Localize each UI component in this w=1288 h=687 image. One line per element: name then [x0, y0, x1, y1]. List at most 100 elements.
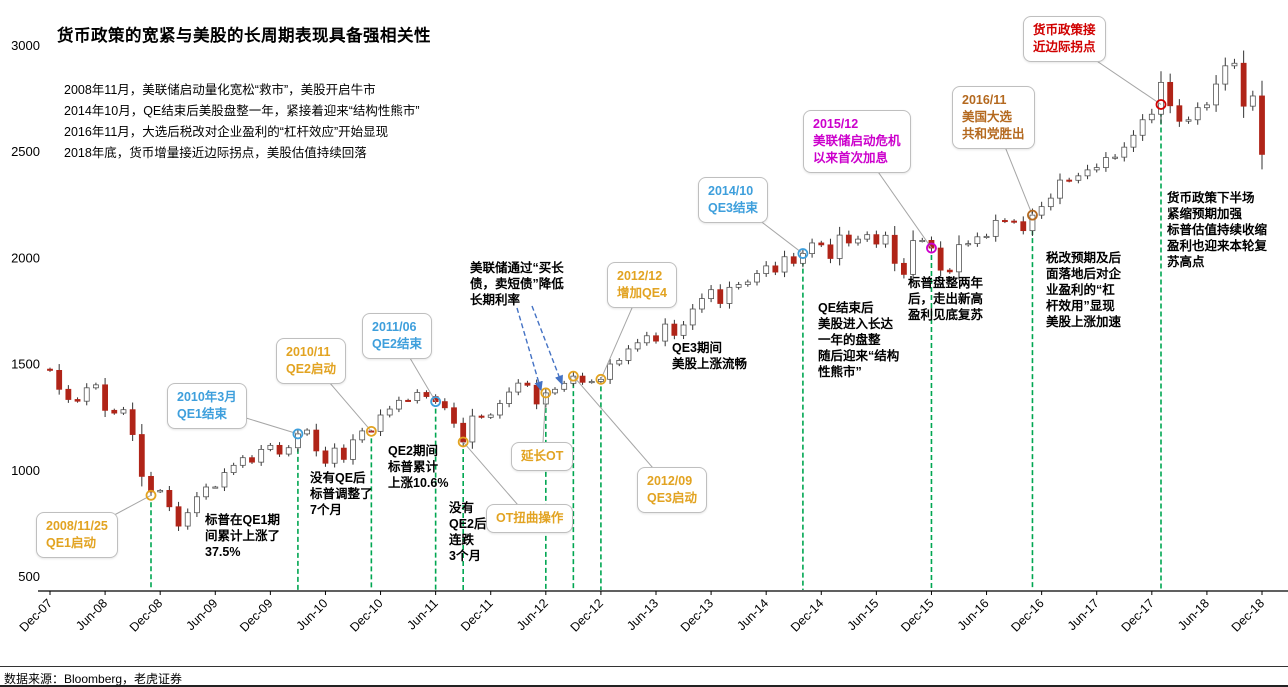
- event-callout-qe3-start: 2012/09 QE3启动: [637, 467, 708, 513]
- event-callout-qe4: 2012/12 增加QE4: [607, 262, 678, 308]
- candle: [276, 444, 283, 455]
- candle: [827, 244, 834, 259]
- note-post-qe1-adjust: 没有QE后 标普调整了 7个月: [310, 471, 373, 517]
- candle: [396, 399, 402, 410]
- event-callout-qe3-end: 2014/10 QE3结束: [698, 177, 769, 223]
- candle: [616, 360, 623, 365]
- candle: [662, 323, 669, 342]
- candle: [1148, 113, 1155, 121]
- candle: [65, 388, 72, 400]
- event-marker-qe3-end: [797, 248, 809, 259]
- candle: [322, 450, 329, 464]
- candle: [239, 457, 246, 466]
- event-marker-qe3-start: [567, 370, 579, 382]
- candle: [1002, 220, 1008, 223]
- candle: [1057, 179, 1063, 199]
- candle: [524, 382, 531, 386]
- candle: [377, 414, 384, 432]
- candle: [405, 399, 411, 402]
- candle: [487, 414, 494, 418]
- candle: [552, 388, 558, 394]
- event-marker-inflection: [1155, 99, 1167, 110]
- candle: [83, 387, 90, 402]
- candle: [1139, 119, 1146, 136]
- candle: [1185, 119, 1192, 122]
- candle: [386, 408, 393, 416]
- subtitle-line: 2008年11月，美联储启动量化宽松“救市”，美股开启牛市: [64, 83, 376, 97]
- note-tightening: 货币政策下半场 紧缩预期加强 标普估值持续收缩 盈利也迎来本轮复 苏高点: [1167, 191, 1268, 269]
- ot-arrows: [516, 305, 563, 392]
- candle: [708, 289, 714, 300]
- candle: [983, 235, 990, 238]
- candle: [855, 238, 861, 244]
- candle: [1130, 134, 1137, 148]
- candle: [946, 269, 953, 273]
- candle: [763, 265, 770, 274]
- event-marker-election: [1027, 209, 1038, 221]
- event-markers: [145, 99, 1167, 501]
- candle: [129, 409, 136, 435]
- candle: [772, 265, 779, 273]
- note-post-qe2-drop: 没有 QE2后 连跌 3个月: [449, 501, 487, 563]
- candle: [726, 286, 733, 304]
- candle: [267, 444, 274, 450]
- note-qe2-gain: QE2期间 标普累计 上涨10.6%: [388, 444, 449, 490]
- subtitle-line: 2018年底，货币增量接近边际拐点，美股估值持续回落: [64, 146, 367, 160]
- candle: [74, 399, 81, 402]
- candle: [901, 262, 907, 275]
- event-callout-qe2-start: 2010/11 QE2启动: [276, 338, 347, 384]
- event-marker-qe2-end: [430, 396, 442, 408]
- y-axis-label: 2000: [11, 250, 40, 265]
- candle: [1213, 83, 1219, 106]
- candle: [680, 324, 687, 336]
- candle: [47, 368, 53, 371]
- candle: [304, 429, 310, 435]
- candle: [579, 375, 586, 383]
- candle: [93, 384, 99, 389]
- candle: [937, 247, 944, 271]
- candle: [1176, 105, 1183, 122]
- candle: [157, 490, 164, 493]
- candle: [891, 234, 898, 264]
- candle: [717, 289, 724, 304]
- subtitle-line: 2014年10月，QE结束后美股盘整一年，紧接着迎来“结构性熊市”: [64, 104, 420, 118]
- candle: [102, 384, 108, 411]
- y-axis-label: 500: [18, 569, 40, 584]
- candle: [478, 415, 485, 418]
- candle: [653, 335, 659, 342]
- candle: [1066, 179, 1073, 182]
- candle: [561, 382, 568, 390]
- candle: [1093, 167, 1100, 171]
- candle: [1240, 62, 1247, 107]
- candle: [1222, 65, 1229, 85]
- candle: [965, 243, 972, 246]
- candles: [47, 50, 1265, 531]
- event-callout-inflection: 货币政策接 近边际拐点: [1023, 16, 1106, 62]
- data-source: 数据来源：Bloomberg，老虎证券: [0, 666, 1288, 686]
- candle: [882, 234, 889, 245]
- candle: [634, 342, 641, 350]
- event-callout-qe2-end: 2011/06 QE2结束: [362, 313, 433, 359]
- candle: [1084, 169, 1091, 177]
- event-callout-ot-extend: 延长OT: [511, 442, 574, 471]
- event-marker-rate-hike: [926, 242, 937, 254]
- event-marker-qe1-end: [292, 428, 304, 440]
- candle: [350, 439, 356, 460]
- event-vlines: [150, 111, 1162, 590]
- note-qe1-gain: 标普在QE1期 间累计上涨了 37.5%: [205, 513, 281, 559]
- candle: [1167, 81, 1174, 107]
- candle: [1194, 107, 1201, 121]
- candle: [910, 240, 916, 275]
- candle: [166, 490, 173, 508]
- candle: [340, 447, 347, 460]
- candle: [331, 447, 338, 464]
- candle: [148, 475, 154, 493]
- candle: [469, 415, 476, 443]
- event-callout-qe1-start: 2008/11/25 QE1启动: [36, 512, 118, 558]
- candle: [184, 512, 191, 527]
- bottom-divider: [0, 685, 1288, 687]
- event-marker-qe4: [595, 373, 607, 385]
